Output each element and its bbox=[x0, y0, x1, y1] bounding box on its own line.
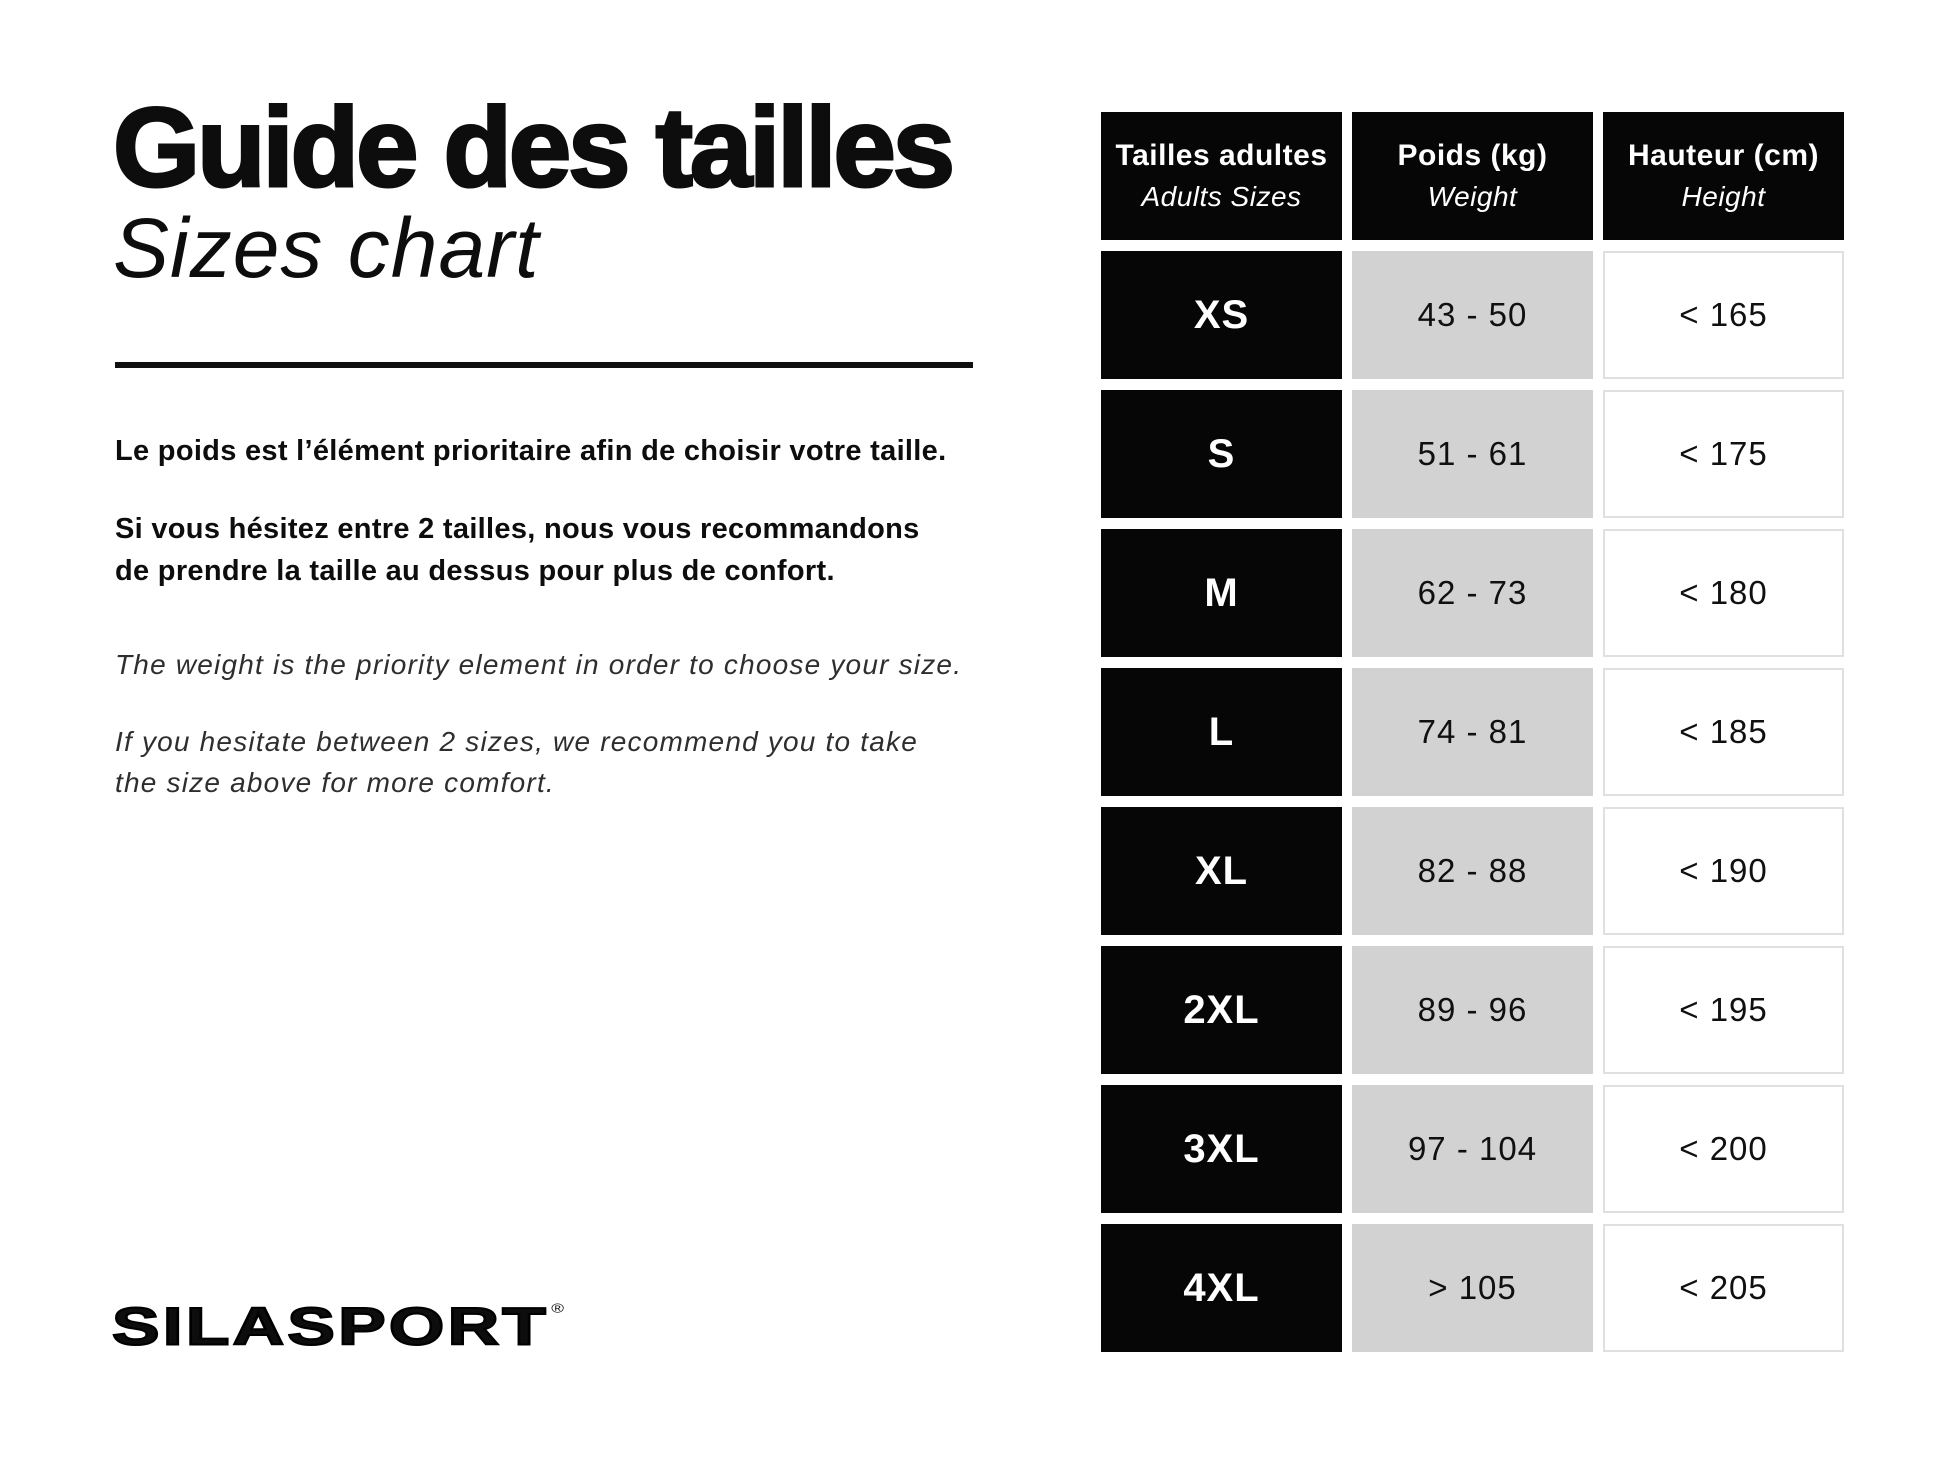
size-cell: 4XL bbox=[1101, 1224, 1342, 1352]
height-cell: < 165 bbox=[1603, 251, 1844, 379]
header-cell-weight: Poids (kg) Weight bbox=[1352, 112, 1593, 240]
page-title-french: Guide des tailles bbox=[111, 85, 956, 210]
intro-french-line1: Le poids est l’élément prioritaire afin … bbox=[115, 435, 947, 467]
height-cell: < 195 bbox=[1603, 946, 1844, 1074]
weight-cell: 51 - 61 bbox=[1352, 390, 1593, 518]
sizes-table: Tailles adultes Adults Sizes Poids (kg) … bbox=[1101, 112, 1844, 1352]
header-height-fr: Hauteur (cm) bbox=[1627, 139, 1820, 172]
size-cell: 3XL bbox=[1101, 1085, 1342, 1213]
weight-cell: 43 - 50 bbox=[1352, 251, 1593, 379]
header-sizes-fr: Tailles adultes bbox=[1115, 139, 1328, 172]
intro-english-line2b: the size above for more comfort. bbox=[115, 766, 555, 798]
size-cell: XS bbox=[1101, 251, 1342, 379]
header-cell-height: Hauteur (cm) Height bbox=[1603, 112, 1844, 240]
registered-trademark-symbol: ® bbox=[551, 1302, 564, 1316]
weight-cell: 62 - 73 bbox=[1352, 529, 1593, 657]
header-weight-en: Weight bbox=[1427, 181, 1518, 212]
height-cell: < 190 bbox=[1603, 807, 1844, 935]
intro-english-line1: The weight is the priority element in or… bbox=[115, 649, 963, 680]
height-cell: < 205 bbox=[1603, 1224, 1844, 1352]
intro-french-line2b: de prendre la taille au dessus pour plus… bbox=[115, 555, 835, 588]
height-cell: < 200 bbox=[1603, 1085, 1844, 1213]
size-cell: S bbox=[1101, 390, 1342, 518]
intro-french-line2a: Si vous hésitez entre 2 tailles, nous vo… bbox=[115, 513, 920, 545]
header-cell-sizes: Tailles adultes Adults Sizes bbox=[1101, 112, 1342, 240]
page-title-english: Sizes chart bbox=[113, 201, 540, 295]
intro-french-line2: Si vous hésitez entre 2 tailles, nous vo… bbox=[115, 508, 1015, 592]
intro-english-line2: If you hesitate between 2 sizes, we reco… bbox=[115, 722, 1015, 803]
height-cell: < 185 bbox=[1603, 668, 1844, 796]
height-cell: < 175 bbox=[1603, 390, 1844, 518]
size-cell: XL bbox=[1101, 807, 1342, 935]
weight-cell: 89 - 96 bbox=[1352, 946, 1593, 1074]
weight-cell: 97 - 104 bbox=[1352, 1085, 1593, 1213]
silasport-logo: SILASPORT ® bbox=[111, 1295, 564, 1356]
size-cell: L bbox=[1101, 668, 1342, 796]
intro-english-line2a: If you hesitate between 2 sizes, we reco… bbox=[115, 726, 919, 757]
header-height-en: Height bbox=[1681, 181, 1766, 212]
size-cell: 2XL bbox=[1101, 946, 1342, 1074]
silasport-logo-text: SILASPORT bbox=[111, 1295, 550, 1356]
weight-cell: 74 - 81 bbox=[1352, 668, 1593, 796]
header-sizes-en: Adults Sizes bbox=[1141, 181, 1302, 212]
weight-cell: > 105 bbox=[1352, 1224, 1593, 1352]
size-cell: M bbox=[1101, 529, 1342, 657]
height-cell: < 180 bbox=[1603, 529, 1844, 657]
divider-rule bbox=[115, 362, 973, 368]
header-weight-fr: Poids (kg) bbox=[1397, 139, 1548, 172]
weight-cell: 82 - 88 bbox=[1352, 807, 1593, 935]
